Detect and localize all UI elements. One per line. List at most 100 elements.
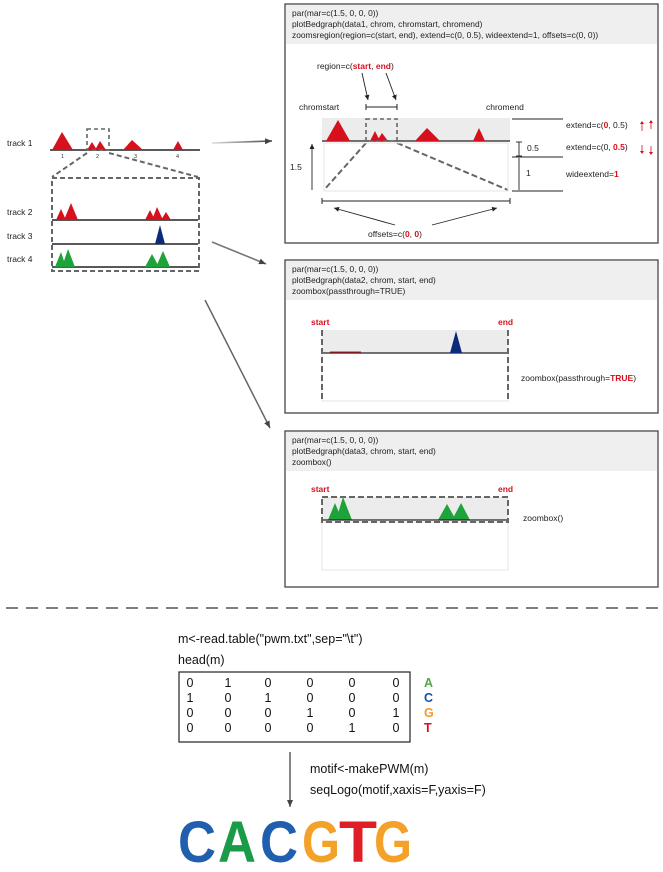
panel1-peak [370,131,380,141]
matrix-cell: 0 [393,676,400,690]
pwm-section: m<-read.table("pwm.txt",sep="\t") head(m… [178,632,486,872]
panel-zoombox-passthrough: par(mar=c(1.5, 0, 0, 0)) plotBedgraph(da… [284,259,659,414]
arrow-to-panel1 [211,138,273,145]
code-read-table: m<-read.table("pwm.txt",sep="\t") [178,632,362,646]
logo-letter: T [339,810,377,872]
matrix-cell: 1 [349,721,356,735]
tick-label: 2 [96,154,99,160]
panel1-zoom-box [365,118,398,142]
panel2-peak [450,331,462,353]
tick-label: 1 [61,154,64,160]
track2-peak [56,209,66,220]
region-label: region=c(start, end) [317,61,394,71]
track3-label: track 3 [7,231,33,241]
panel3-code-line: plotBedgraph(data3, chrom, start, end) [292,446,436,456]
matrix-cell: 0 [225,706,232,720]
track4-peak [145,254,159,267]
left-tracks: track 1 1 2 3 4 track 2 track 3 track 4 [7,128,200,272]
base-label-t: T [424,721,432,735]
panel2-note: zoombox(passthrough=TRUE) [521,373,636,383]
track2-peak [152,207,163,220]
matrix-cell: 1 [393,706,400,720]
matrix-cell: 0 [349,676,356,690]
panel2-code-line: plotBedgraph(data2, chrom, start, end) [292,275,436,285]
pwm-matrix-box [178,671,411,743]
matrix-cell: 0 [393,691,400,705]
matrix-cell: 0 [265,676,272,690]
panel2-code-line: zoombox(passthrough=TRUE) [292,286,406,296]
panel1-peak [415,128,440,141]
pwm-matrix: 0 1 0 0 0 01 0 1 0 0 00 0 0 1 0 10 0 0 0 1 0 [187,676,400,735]
panel3-peak [336,497,352,520]
panel-zoombox: par(mar=c(1.5, 0, 0, 0)) plotBedgraph(da… [284,430,659,588]
logo-letter: C [260,810,298,872]
track4-peak [156,251,170,267]
offsets-arrow [431,206,498,226]
arrow-to-panel2 [211,241,267,265]
track1-peak [173,141,183,150]
matrix-cell: 0 [349,706,356,720]
code-head: head(m) [178,653,225,667]
panel3-target-area [321,521,509,571]
matrix-cell: 0 [307,691,314,705]
chromend-label: chromend [486,102,524,112]
half-label: 0.5 [527,143,539,153]
track1-peak [52,132,73,150]
offsets-arrow [333,206,396,226]
panel1-target-area [323,142,509,192]
track1-peak [87,142,97,150]
base-label-a: A [424,676,433,690]
offsets-label: offsets=c(0, 0) [368,229,422,239]
height-label: 1.5 [290,162,302,172]
tick-label: 4 [176,154,179,160]
matrix-cell: 1 [187,691,194,705]
panel1-zoom-connector [396,142,509,191]
matrix-cell: 0 [187,706,194,720]
panel3-note: zoombox() [523,513,563,523]
arrow-to-panel3 [204,299,271,429]
panel-zoomsregion: par(mar=c(1.5, 0, 0, 0)) plotBedgraph(da… [284,3,659,244]
panel1-code-line: plotBedgraph(data1, chrom, chromstart, c… [292,19,483,29]
matrix-cell: 0 [307,676,314,690]
sequence-logo: C A C G TG [178,810,412,872]
track2-peak [145,210,155,220]
zoom-connector [108,152,199,178]
matrix-cell: 0 [265,721,272,735]
logo-letter: A [218,810,256,872]
matrix-cell: 0 [225,721,232,735]
matrix-cell: 0 [349,691,356,705]
track1-peak [123,140,143,150]
matrix-cell: 1 [225,676,232,690]
matrix-cell: 0 [393,721,400,735]
matrix-cell: 0 [265,706,272,720]
panel2-code-line: par(mar=c(1.5, 0, 0, 0)) [292,264,379,274]
panel1-code-line: par(mar=c(1.5, 0, 0, 0)) [292,8,379,18]
matrix-cell: 0 [307,721,314,735]
region-arrow [361,72,370,101]
code-seqlogo: seqLogo(motif,xaxis=F,yaxis=F) [310,783,486,797]
panel3-peak [452,503,470,520]
logo-letter: G [302,810,340,872]
panel3-peak [438,504,456,520]
tick-label: 3 [134,154,137,160]
track3-peak [155,225,165,244]
base-label-c: C [424,691,433,705]
zoom-connector [51,152,88,178]
one-label: 1 [526,168,531,178]
extend2-label: extend=c(0, 0.5) [566,142,628,152]
matrix-cell: 1 [265,691,272,705]
panel2-start-label: start [311,317,330,327]
extend2-arrows-icon [640,145,653,155]
logo-letter: C [178,810,216,872]
extend1-label: extend=c(0, 0.5) [566,120,628,130]
panel2-end-label: end [498,317,513,327]
panel1-track-bg [322,118,510,141]
matrix-cell: 1 [307,706,314,720]
wideextend-label: wideextend=1 [565,169,619,179]
panel3-start-label: start [311,484,330,494]
track1-label: track 1 [7,138,33,148]
matrix-cell: 0 [187,721,194,735]
extend1-arrows-icon [640,120,653,131]
panel1-peak [326,120,350,141]
